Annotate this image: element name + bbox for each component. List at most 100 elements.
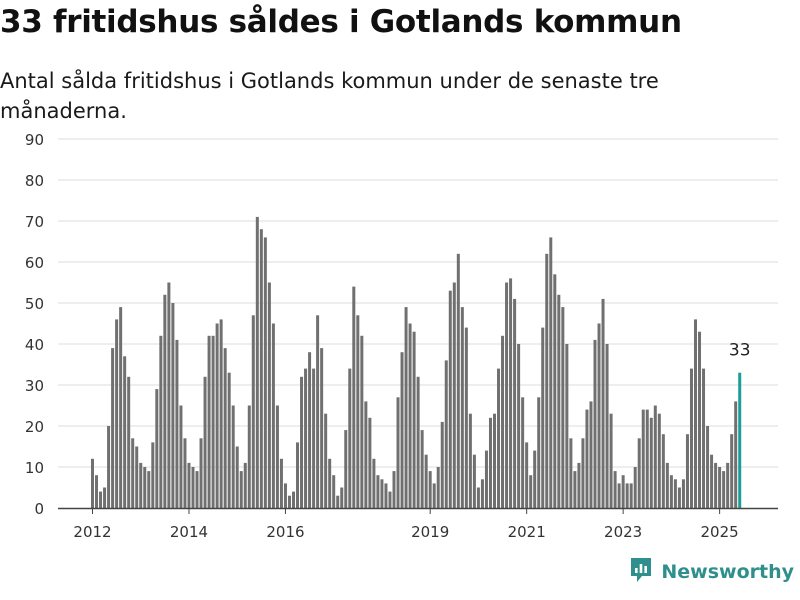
bar <box>95 475 99 508</box>
bar <box>388 491 392 508</box>
bar <box>151 442 155 508</box>
bar <box>661 434 665 508</box>
bar <box>255 216 259 508</box>
bar <box>464 327 468 508</box>
bar <box>251 315 255 508</box>
bar <box>308 352 312 508</box>
bar <box>292 491 295 508</box>
bar <box>300 376 304 508</box>
y-tick-label: 70 <box>25 213 44 231</box>
bar <box>107 426 111 508</box>
bar <box>247 405 251 508</box>
bar <box>456 253 460 508</box>
bar <box>211 335 215 508</box>
bar <box>263 237 267 508</box>
bar <box>207 335 211 508</box>
x-tick-label: 2019 <box>411 523 449 541</box>
bar <box>404 307 408 508</box>
bar <box>685 434 689 508</box>
bar <box>581 438 585 508</box>
bar <box>553 274 557 508</box>
bar <box>533 450 537 508</box>
x-tick-label: 2016 <box>266 523 304 541</box>
bar <box>243 462 247 508</box>
bar <box>376 475 380 508</box>
bar <box>143 467 147 508</box>
bar <box>344 430 348 508</box>
x-tick-label: 2021 <box>508 523 546 541</box>
bar <box>352 286 356 508</box>
bar <box>223 348 227 508</box>
highlight-value-label: 33 <box>729 341 751 361</box>
bar <box>665 462 669 508</box>
bar <box>416 376 420 508</box>
bar <box>694 319 697 508</box>
bar <box>517 344 521 508</box>
y-axis-labels: 0 10 20 30 40 50 60 70 80 90 <box>25 131 44 518</box>
bar <box>460 307 464 508</box>
bar <box>155 389 159 508</box>
x-tick-label: 2012 <box>73 523 111 541</box>
x-tick-label: 2014 <box>170 523 208 541</box>
bar <box>734 401 738 508</box>
bar <box>135 446 139 508</box>
bar <box>231 405 235 508</box>
bar <box>396 397 400 508</box>
y-tick-label: 80 <box>25 172 44 190</box>
bar <box>187 462 191 508</box>
bar <box>183 438 187 508</box>
bar <box>593 339 597 508</box>
y-tick-label: 20 <box>25 418 44 436</box>
bar <box>348 368 352 508</box>
bar <box>436 467 440 508</box>
bar <box>119 307 123 508</box>
bar <box>681 479 685 508</box>
bar <box>356 315 360 508</box>
bar <box>312 368 316 508</box>
bar <box>468 413 472 508</box>
bar <box>561 307 565 508</box>
bar <box>227 372 231 508</box>
bar <box>392 471 396 508</box>
bar <box>537 397 541 508</box>
bar <box>195 471 199 508</box>
annotations: 33 <box>729 341 751 361</box>
bar-highlight <box>738 372 742 508</box>
bar <box>625 483 629 508</box>
bar <box>617 483 621 508</box>
bar <box>484 450 488 508</box>
bar <box>493 413 496 508</box>
bar <box>597 323 601 508</box>
bar <box>605 344 609 508</box>
y-tick-label: 0 <box>34 500 44 518</box>
bar <box>702 368 706 508</box>
bar <box>123 356 127 508</box>
bar <box>440 421 444 508</box>
y-tick-label: 40 <box>25 336 44 354</box>
bar <box>521 397 525 508</box>
bars <box>91 216 742 508</box>
bar <box>127 376 131 508</box>
bar <box>501 335 505 508</box>
chart-title: 33 fritidshus såldes i Gotlands kommun <box>0 4 682 40</box>
chart-subtitle: Antal sålda fritidshus i Gotlands kommun… <box>0 69 659 123</box>
bar <box>730 434 734 508</box>
bar <box>689 368 693 508</box>
bar <box>420 430 424 508</box>
bar <box>637 438 641 508</box>
bar <box>541 327 545 508</box>
brand: Newsworthy <box>629 556 794 588</box>
bar <box>525 442 529 508</box>
bar <box>428 471 432 508</box>
bar <box>400 352 404 508</box>
bar <box>219 319 223 508</box>
bar <box>364 401 368 508</box>
bar <box>304 368 308 508</box>
bar <box>91 458 94 508</box>
bar <box>368 417 372 508</box>
bar <box>513 298 517 508</box>
bar <box>372 458 376 508</box>
bar <box>509 278 513 508</box>
bar <box>159 335 163 508</box>
bar <box>529 475 533 508</box>
